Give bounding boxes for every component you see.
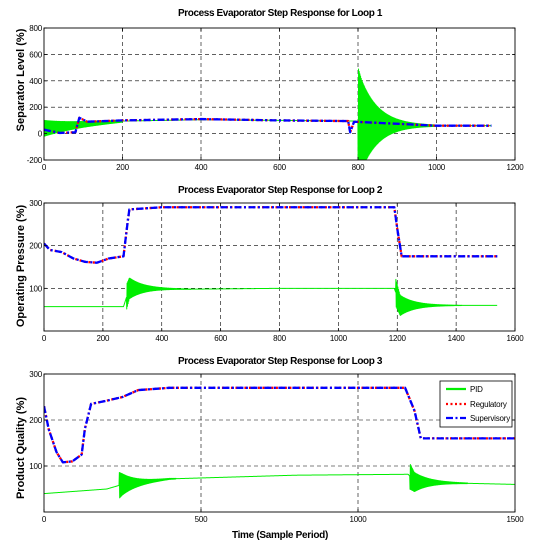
loop1-chart: Process Evaporator Step Response for Loo… bbox=[15, 8, 525, 172]
loop3-xlabel: Time (Sample Period) bbox=[232, 530, 328, 541]
x-tick-label: 600 bbox=[214, 334, 227, 343]
series-supervisory-line bbox=[44, 206, 498, 264]
loop3-ylabel: Product Quality (%) bbox=[15, 397, 27, 499]
x-tick-label: 800 bbox=[273, 334, 286, 343]
x-tick-label: 1400 bbox=[448, 334, 466, 343]
x-tick-label: 200 bbox=[97, 334, 110, 343]
series-regulatory-line bbox=[44, 206, 498, 264]
grid-lines bbox=[44, 28, 515, 160]
y-tick-label: 600 bbox=[29, 50, 42, 59]
legend-supervisory-label: Supervisory bbox=[470, 414, 510, 423]
y-tick-label: 800 bbox=[29, 24, 42, 33]
x-tick-label: 1600 bbox=[507, 334, 525, 343]
loop1-ylabel: Separator Level (%) bbox=[15, 28, 27, 131]
x-tick-label: 0 bbox=[42, 163, 47, 172]
loop2-chart: Process Evaporator Step Response for Loo… bbox=[15, 185, 524, 343]
y-tick-label: 200 bbox=[29, 103, 42, 112]
y-tick-label: 0 bbox=[38, 130, 43, 139]
x-tick-label: 400 bbox=[195, 163, 208, 172]
x-tick-label: 600 bbox=[273, 163, 286, 172]
y-tick-label: 400 bbox=[29, 77, 42, 86]
series-pid-line bbox=[44, 68, 492, 160]
x-tick-label: 1200 bbox=[507, 163, 525, 172]
series-pid-line bbox=[44, 464, 515, 499]
x-tick-label: 1000 bbox=[350, 515, 368, 524]
loop2-ylabel: Operating Pressure (%) bbox=[15, 205, 27, 328]
loop3-title: Process Evaporator Step Response for Loo… bbox=[178, 356, 383, 367]
y-tick-label: 200 bbox=[29, 416, 42, 425]
y-tick-label: 300 bbox=[29, 199, 42, 208]
loop2-title: Process Evaporator Step Response for Loo… bbox=[178, 185, 383, 196]
grid-lines bbox=[44, 374, 515, 512]
legend-pid-label: PID bbox=[470, 385, 483, 394]
grid-lines bbox=[44, 203, 515, 331]
loop3-chart: Process Evaporator Step Response for Loo… bbox=[15, 356, 524, 541]
x-tick-label: 800 bbox=[352, 163, 365, 172]
loop1-title: Process Evaporator Step Response for Loo… bbox=[178, 8, 383, 19]
x-tick-label: 400 bbox=[155, 334, 168, 343]
x-tick-label: 500 bbox=[195, 515, 208, 524]
legend: PID Regulatory Supervisory bbox=[439, 380, 513, 428]
x-tick-label: 1000 bbox=[428, 163, 446, 172]
x-tick-label: 1200 bbox=[389, 334, 407, 343]
x-tick-label: 200 bbox=[116, 163, 129, 172]
series-supervisory-line bbox=[44, 116, 492, 135]
x-tick-label: 1000 bbox=[330, 334, 348, 343]
x-tick-label: 0 bbox=[42, 515, 47, 524]
axes-frame bbox=[43, 373, 516, 513]
y-tick-label: 100 bbox=[29, 462, 42, 471]
y-tick-label: 200 bbox=[29, 242, 42, 251]
y-tick-label: 100 bbox=[29, 284, 42, 293]
y-tick-label: 300 bbox=[29, 370, 42, 379]
series-pid-line bbox=[44, 277, 498, 316]
x-tick-label: 0 bbox=[42, 334, 47, 343]
series-regulatory-line bbox=[44, 386, 515, 464]
legend-regulatory-label: Regulatory bbox=[470, 400, 507, 409]
y-tick-label: -200 bbox=[27, 156, 43, 165]
x-tick-label: 1500 bbox=[507, 515, 525, 524]
